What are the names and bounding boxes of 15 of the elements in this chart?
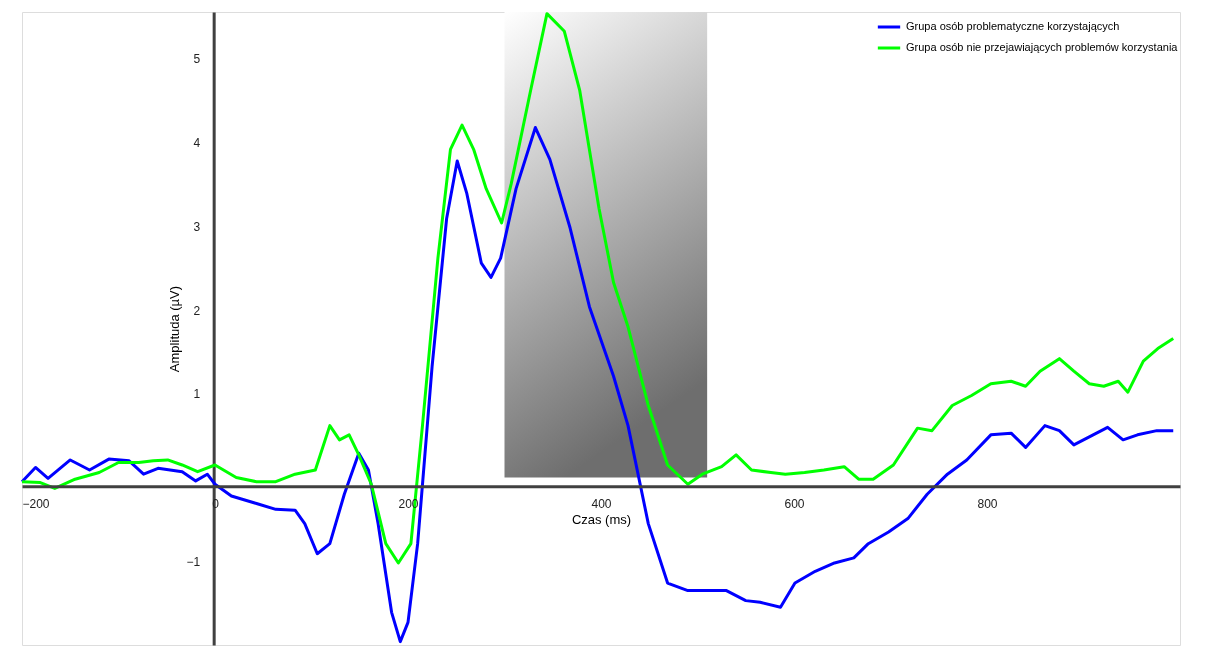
y-tick-label: 1 [193, 387, 201, 402]
y-tick-label: 3 [193, 219, 201, 234]
x-tick-label: 600 [784, 496, 805, 511]
x-tick-label: 800 [977, 496, 998, 511]
x-axis-title: Czas (ms) [571, 511, 632, 527]
y-tick-label: 2 [193, 303, 201, 318]
y-axis-title: Amplituda (µV) [167, 285, 183, 373]
x-tick-label: −200 [22, 496, 50, 511]
legend-label: Grupa osób problematyczne korzystających [906, 20, 1120, 32]
x-tick-label: 400 [591, 496, 612, 511]
line-series [20, 126, 1175, 644]
y-tick-label: −1 [186, 554, 201, 569]
legend-label: Grupa osób nie przejawiających problemów korzystania [906, 41, 1179, 53]
y-tick-label: 4 [193, 136, 201, 151]
y-tick-label: 5 [193, 52, 201, 67]
